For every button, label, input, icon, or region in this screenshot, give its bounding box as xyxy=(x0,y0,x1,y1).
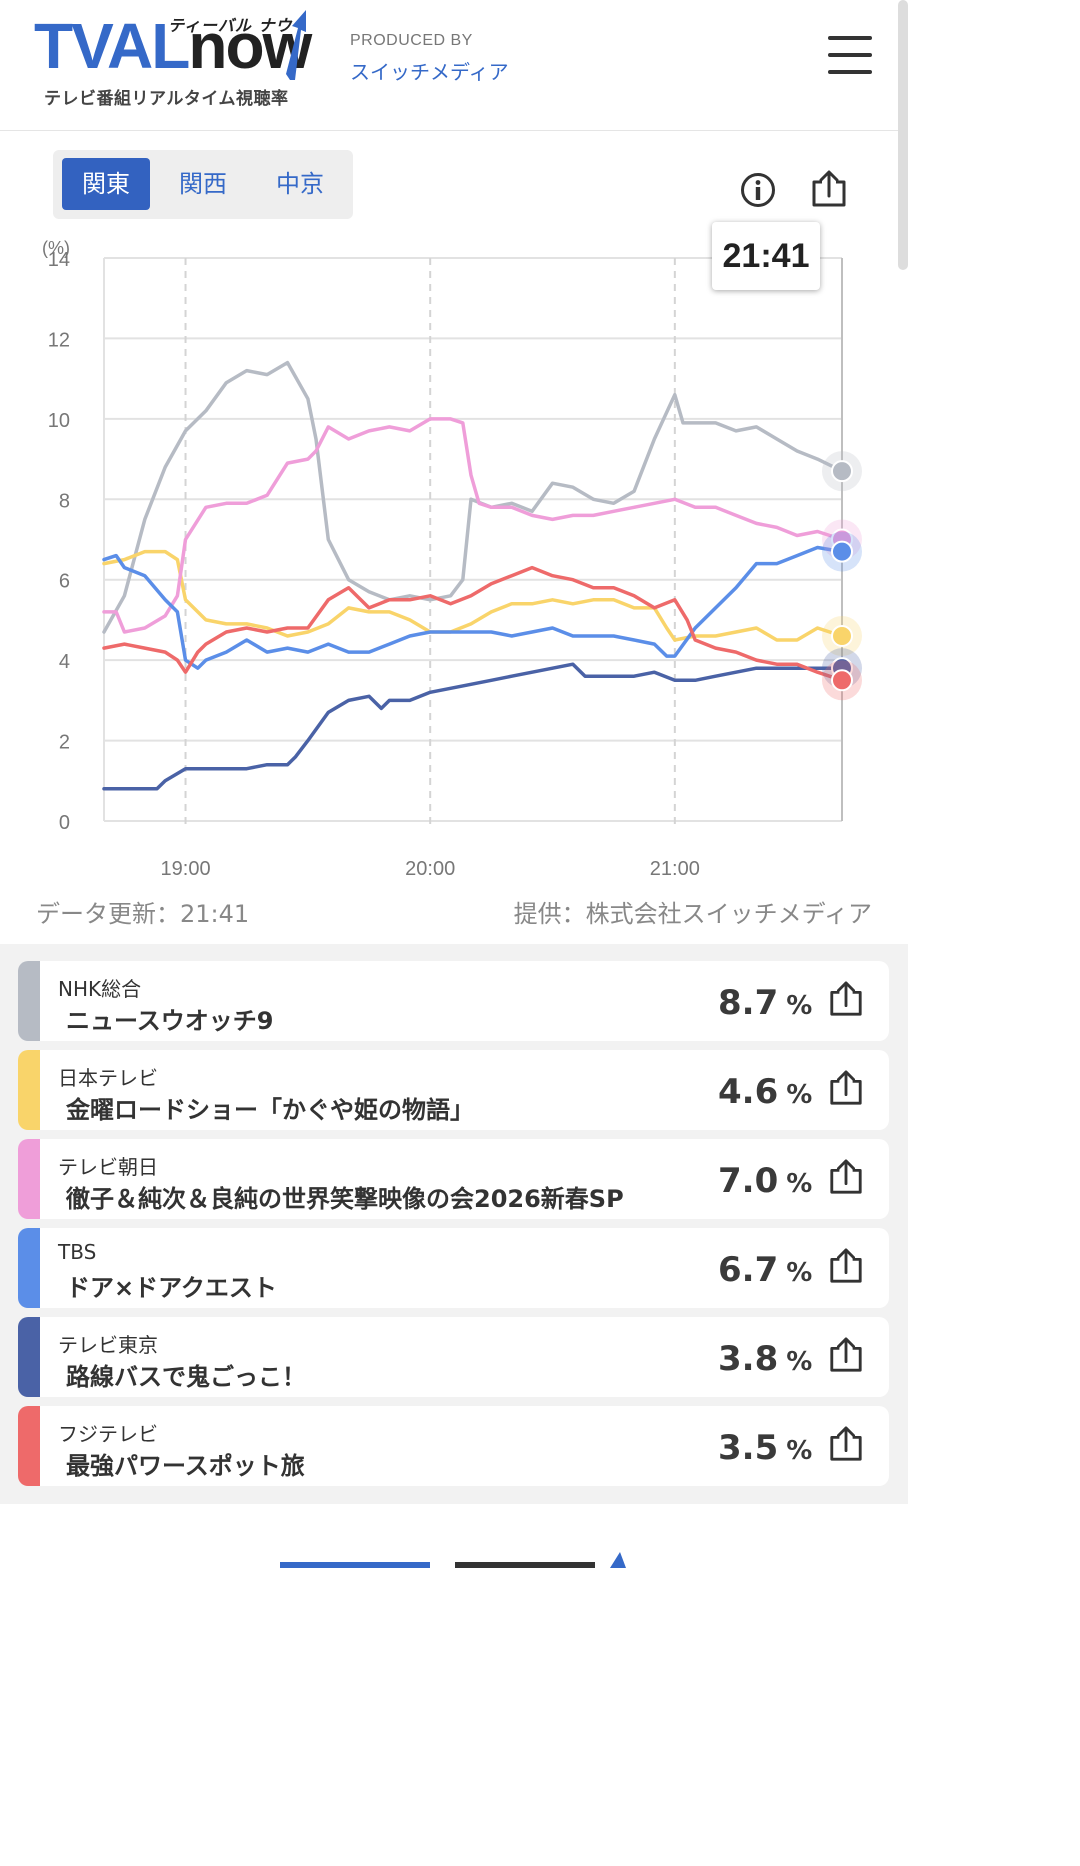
share-icon[interactable] xyxy=(828,1248,864,1288)
program-title: ニュースウオッチ9 xyxy=(66,1007,274,1035)
series-line-ntv xyxy=(102,549,844,642)
rating-number: 7.0 xyxy=(718,1161,779,1201)
rating-number: 3.8 xyxy=(718,1339,779,1379)
rating-value: 6.7% xyxy=(718,1250,812,1290)
tvalnow-logo[interactable]: TVALnow ティーバル ナウ テレビ番組リアルタイム視聴率 xyxy=(34,10,312,109)
channel-card-tvtokyo[interactable]: テレビ東京 路線バスで鬼ごっこ！ 3.8% xyxy=(18,1317,889,1397)
x-tick-label: 20:00 xyxy=(405,858,455,880)
channel-color-stripe xyxy=(18,1139,40,1219)
y-tick-label: 0 xyxy=(59,812,70,834)
rating-value: 3.5% xyxy=(718,1428,812,1468)
share-icon[interactable] xyxy=(828,1070,864,1110)
x-tick-label: 21:00 xyxy=(650,858,700,880)
program-title: ドア×ドアクエスト xyxy=(66,1274,277,1302)
rating-value: 3.8% xyxy=(718,1339,812,1379)
producer-credit: PRODUCED BY スイッチメディア xyxy=(350,32,509,85)
channel-color-stripe xyxy=(18,1228,40,1308)
y-tick-label: 10 xyxy=(48,410,70,432)
channel-color-stripe xyxy=(18,1406,40,1486)
y-tick-label: 8 xyxy=(59,490,70,512)
footer-logo-graphic xyxy=(280,1552,626,1568)
logo-wordmark: TVALnow xyxy=(34,14,312,78)
y-tick-label: 4 xyxy=(59,651,70,673)
endpoint-marker-nhk xyxy=(831,460,853,483)
channel-list: NHK総合 ニュースウオッチ9 8.7% 日本テレビ 金曜ロードショー「かぐや姫… xyxy=(0,944,908,1504)
rating-value: 8.7% xyxy=(718,983,812,1023)
app-header: TVALnow ティーバル ナウ テレビ番組リアルタイム視聴率 PRODUCED… xyxy=(0,0,908,131)
channel-card-nhk[interactable]: NHK総合 ニュースウオッチ9 8.7% xyxy=(18,961,889,1041)
producer-link[interactable]: スイッチメディア xyxy=(350,60,509,84)
y-unit-label: (%) xyxy=(42,238,70,258)
series-line-tvtokyo xyxy=(102,662,844,791)
channel-name: NHK総合 xyxy=(58,977,142,1001)
region-tabs: 関東 関西 中京 xyxy=(53,150,353,219)
data-provider: 提供：株式会社スイッチメディア xyxy=(513,900,872,928)
y-tick-label: 12 xyxy=(48,329,70,351)
percent-sign: % xyxy=(786,1347,813,1377)
channel-name: テレビ東京 xyxy=(58,1333,158,1357)
percent-sign: % xyxy=(786,1258,813,1288)
rating-number: 8.7 xyxy=(718,983,779,1023)
page-scrollbar[interactable] xyxy=(898,0,908,270)
program-title: 路線バスで鬼ごっこ！ xyxy=(66,1363,306,1391)
percent-sign: % xyxy=(786,1080,813,1110)
share-icon[interactable] xyxy=(828,1337,864,1377)
logo-subtitle: テレビ番組リアルタイム視聴率 xyxy=(44,89,289,109)
endpoint-marker-fuji xyxy=(831,669,853,692)
tab-kanto[interactable]: 関東 xyxy=(62,158,150,210)
percent-sign: % xyxy=(786,1169,813,1199)
program-title: 金曜ロードショー「かぐや姫の物語」 xyxy=(66,1096,474,1124)
logo-tval-text: TVAL xyxy=(34,10,190,82)
info-icon[interactable] xyxy=(740,172,776,212)
rating-value: 7.0% xyxy=(718,1161,812,1201)
rating-value: 4.6% xyxy=(718,1072,812,1112)
share-icon[interactable] xyxy=(810,170,848,212)
series-line-tbs xyxy=(102,545,844,670)
share-icon[interactable] xyxy=(828,1426,864,1466)
cursor-time-tooltip: 21:41 xyxy=(712,222,820,290)
channel-name: テレビ朝日 xyxy=(58,1155,158,1179)
program-title: 徹子＆純次＆良純の世界笑撃映像の会2026新春SP xyxy=(66,1185,624,1213)
tab-chukyo[interactable]: 中京 xyxy=(276,170,324,198)
footer-logo xyxy=(280,1552,640,1568)
percent-sign: % xyxy=(786,1436,813,1466)
rating-number: 3.5 xyxy=(718,1428,779,1468)
series-line-fuji xyxy=(102,565,844,683)
producer-label: PRODUCED BY xyxy=(350,32,473,49)
hamburger-menu-icon[interactable] xyxy=(828,36,874,78)
channel-color-stripe xyxy=(18,1317,40,1397)
series-line-tvasahi xyxy=(102,417,844,634)
channel-card-tvasahi[interactable]: テレビ朝日 徹子＆純次＆良純の世界笑撃映像の会2026新春SP 7.0% xyxy=(18,1139,889,1219)
ratings-line-chart[interactable]: 0 2 4 6 8 10 12 14(%) 19:00 20:00 21:00 xyxy=(0,228,908,888)
series-line-nhk xyxy=(102,360,844,634)
channel-card-ntv[interactable]: 日本テレビ 金曜ロードショー「かぐや姫の物語」 4.6% xyxy=(18,1050,889,1130)
channel-card-tbs[interactable]: TBS ドア×ドアクエスト 6.7% xyxy=(18,1228,889,1308)
channel-card-fuji[interactable]: フジテレビ 最強パワースポット旅 3.5% xyxy=(18,1406,889,1486)
y-tick-label: 14 xyxy=(48,249,70,271)
rating-number: 4.6 xyxy=(718,1072,779,1112)
channel-name: 日本テレビ xyxy=(58,1066,158,1090)
data-updated-time: データ更新：21:41 xyxy=(36,900,250,928)
program-title: 最強パワースポット旅 xyxy=(66,1452,305,1480)
y-tick-label: 2 xyxy=(59,732,70,754)
y-tick-label: 6 xyxy=(59,571,70,593)
percent-sign: % xyxy=(786,991,813,1021)
logo-arrow-icon xyxy=(286,10,306,80)
channel-name: TBS xyxy=(58,1240,97,1264)
share-icon[interactable] xyxy=(828,1159,864,1199)
x-tick-label: 19:00 xyxy=(161,858,211,880)
endpoint-marker-tbs xyxy=(831,540,853,563)
rating-number: 6.7 xyxy=(718,1250,779,1290)
channel-color-stripe xyxy=(18,961,40,1041)
logo-kana-text: ティーバル ナウ xyxy=(168,16,293,35)
channel-name: フジテレビ xyxy=(58,1422,158,1446)
share-icon[interactable] xyxy=(828,981,864,1021)
channel-color-stripe xyxy=(18,1050,40,1130)
tab-kansai[interactable]: 関西 xyxy=(179,170,227,198)
endpoint-marker-ntv xyxy=(831,625,853,648)
